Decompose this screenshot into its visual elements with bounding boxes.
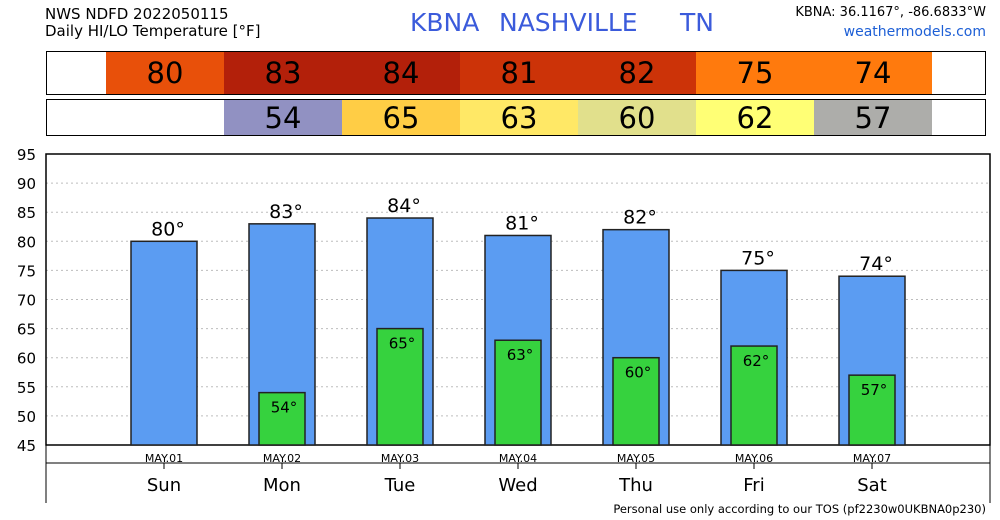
weekday-label: Thu xyxy=(618,475,653,496)
high-value-label: 84° xyxy=(387,195,421,217)
low-bar xyxy=(376,327,424,446)
lo-cell-mon: 54 xyxy=(224,100,342,135)
station-code: KBNA xyxy=(410,8,480,37)
low-value-label: 60° xyxy=(625,364,652,382)
low-value-label: 57° xyxy=(861,381,888,399)
hi-cell-sun: 80 xyxy=(106,52,224,94)
product-label: NWS NDFD 2022050115 xyxy=(45,5,229,23)
low-value-label: 65° xyxy=(389,335,416,353)
weekday-label: Fri xyxy=(743,475,764,496)
lo-cell-sat: 57 xyxy=(814,100,932,135)
hi-cell-thu: 82 xyxy=(578,52,696,94)
high-value-label: 74° xyxy=(859,253,893,275)
date-label: MAY.07 xyxy=(853,452,891,465)
low-value-label: 63° xyxy=(507,346,534,364)
weekday-label: Tue xyxy=(384,475,416,496)
high-bar xyxy=(130,240,198,446)
chart-subtitle: Daily HI/LO Temperature [°F] xyxy=(45,22,261,40)
lo-cell-thu: 60 xyxy=(578,100,696,135)
low-bar xyxy=(848,374,896,446)
y-tick-label: 80 xyxy=(17,233,36,251)
lo-cell-wed: 63 xyxy=(460,100,578,135)
site-link[interactable]: weathermodels.com xyxy=(843,24,986,40)
station-state: TN xyxy=(680,8,714,37)
tos-footer: Personal use only according to our TOS (… xyxy=(613,502,986,516)
high-value-label: 81° xyxy=(505,212,539,234)
lo-cell-tue: 65 xyxy=(342,100,460,135)
weekday-label: Wed xyxy=(498,475,537,496)
low-value-label: 62° xyxy=(743,352,770,370)
hi-cell-fri: 75 xyxy=(696,52,814,94)
station-coordinates: KBNA: 36.1167°, -86.6833°W xyxy=(795,5,986,20)
date-label: MAY.05 xyxy=(617,452,655,465)
high-temp-strip: 80 83 84 81 82 75 74 xyxy=(46,51,986,95)
date-label: MAY.06 xyxy=(735,452,773,465)
low-bar xyxy=(494,339,542,446)
date-label: MAY.01 xyxy=(145,452,183,465)
low-bar xyxy=(258,391,306,446)
hi-cell-sat: 74 xyxy=(814,52,932,94)
weekday-label: Sat xyxy=(857,475,887,496)
high-value-label: 83° xyxy=(269,201,303,223)
y-tick-label: 85 xyxy=(17,204,36,222)
hi-cell-tue: 84 xyxy=(342,52,460,94)
low-temp-strip: 54 65 63 60 62 57 xyxy=(46,99,986,136)
high-value-label: 80° xyxy=(151,218,185,240)
hi-cell-wed: 81 xyxy=(460,52,578,94)
y-tick-label: 45 xyxy=(17,437,36,455)
low-bar xyxy=(730,345,778,446)
y-tick-label: 75 xyxy=(17,262,36,280)
hi-cell-mon: 83 xyxy=(224,52,342,94)
date-label: MAY.02 xyxy=(263,452,301,465)
y-tick-label: 70 xyxy=(17,292,36,310)
date-label: MAY.04 xyxy=(499,452,537,465)
y-tick-label: 65 xyxy=(17,321,36,339)
date-label: MAY.03 xyxy=(381,452,419,465)
weekday-label: Sun xyxy=(147,475,181,496)
lo-cell-fri: 62 xyxy=(696,100,814,135)
y-tick-label: 50 xyxy=(17,408,36,426)
y-tick-label: 55 xyxy=(17,379,36,397)
station-name: NASHVILLE xyxy=(499,8,638,37)
y-tick-label: 95 xyxy=(17,146,36,164)
y-tick-label: 60 xyxy=(17,350,36,368)
low-value-label: 54° xyxy=(271,399,298,417)
high-value-label: 75° xyxy=(741,247,775,269)
y-tick-label: 90 xyxy=(17,175,36,193)
weekday-label: Mon xyxy=(263,475,301,496)
high-value-label: 82° xyxy=(623,207,657,229)
low-bar xyxy=(612,356,660,446)
